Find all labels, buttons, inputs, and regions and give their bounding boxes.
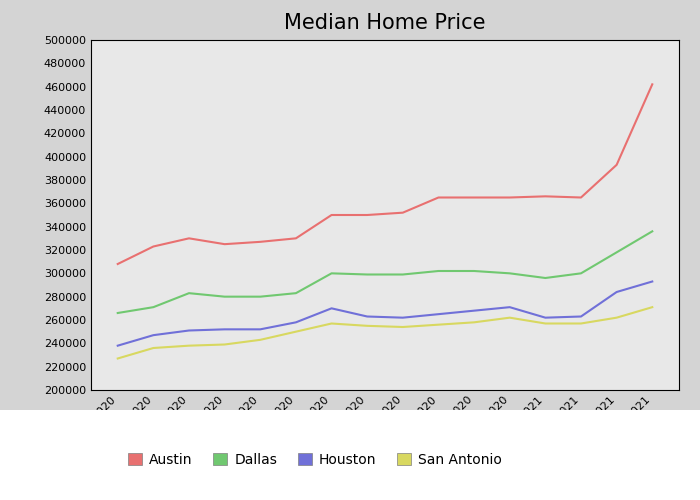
San Antonio — [292, 328, 300, 334]
San Antonio — [328, 320, 336, 326]
San Antonio — [612, 314, 621, 320]
Houston — [113, 342, 122, 348]
San Antonio — [434, 322, 442, 328]
Austin — [292, 236, 300, 242]
Austin — [398, 210, 407, 216]
Austin — [328, 212, 336, 218]
Dallas — [328, 270, 336, 276]
Dallas — [185, 290, 193, 296]
Austin — [220, 241, 229, 247]
San Antonio — [220, 342, 229, 347]
Houston — [149, 332, 158, 338]
Austin — [648, 82, 657, 87]
Houston — [434, 311, 442, 317]
Dallas — [648, 228, 657, 234]
Dallas — [363, 272, 372, 278]
Austin — [113, 261, 122, 267]
Dallas — [149, 304, 158, 310]
Dallas — [398, 272, 407, 278]
San Antonio — [648, 304, 657, 310]
Austin — [185, 236, 193, 242]
Houston — [505, 304, 514, 310]
Houston — [363, 314, 372, 320]
Houston — [612, 289, 621, 295]
Dallas — [220, 294, 229, 300]
Title: Median Home Price: Median Home Price — [284, 13, 486, 33]
Houston — [256, 326, 265, 332]
Dallas — [292, 290, 300, 296]
Houston — [292, 320, 300, 326]
Line: Dallas: Dallas — [118, 232, 652, 313]
Dallas — [434, 268, 442, 274]
San Antonio — [577, 320, 585, 326]
Austin — [363, 212, 372, 218]
Dallas — [256, 294, 265, 300]
San Antonio — [398, 324, 407, 330]
Dallas — [541, 275, 550, 281]
San Antonio — [505, 314, 514, 320]
San Antonio — [363, 323, 372, 329]
Houston — [185, 328, 193, 334]
Austin — [541, 194, 550, 200]
Houston — [398, 314, 407, 320]
Line: Austin: Austin — [118, 84, 652, 264]
San Antonio — [149, 345, 158, 351]
Austin — [149, 244, 158, 250]
Dallas — [577, 270, 585, 276]
Dallas — [612, 250, 621, 256]
Austin — [434, 194, 442, 200]
Austin — [256, 239, 265, 245]
Dallas — [505, 270, 514, 276]
Austin — [577, 194, 585, 200]
Austin — [612, 162, 621, 168]
Line: San Antonio: San Antonio — [118, 307, 652, 358]
San Antonio — [113, 356, 122, 362]
Legend: Austin, Dallas, Houston, San Antonio: Austin, Dallas, Houston, San Antonio — [122, 447, 508, 472]
Houston — [220, 326, 229, 332]
Dallas — [113, 310, 122, 316]
Dallas — [470, 268, 478, 274]
Houston — [470, 308, 478, 314]
San Antonio — [185, 342, 193, 348]
Houston — [541, 314, 550, 320]
San Antonio — [256, 337, 265, 343]
Line: Houston: Houston — [118, 282, 652, 346]
Houston — [648, 278, 657, 284]
San Antonio — [470, 320, 478, 326]
Houston — [328, 306, 336, 312]
Houston — [577, 314, 585, 320]
San Antonio — [541, 320, 550, 326]
Austin — [470, 194, 478, 200]
Austin — [505, 194, 514, 200]
